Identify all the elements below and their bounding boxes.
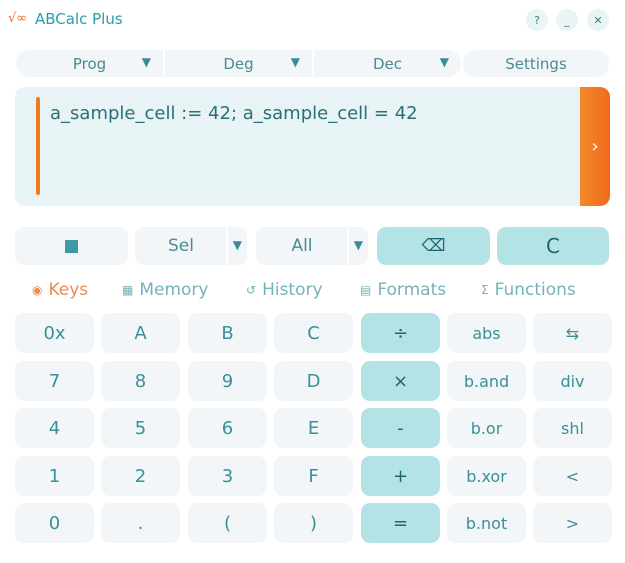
expression-display[interactable]: a_sample_cell := 42; a_sample_cell = 42 … bbox=[15, 87, 610, 206]
backspace-button[interactable]: ⌫ bbox=[377, 227, 490, 265]
key-button[interactable]: > bbox=[533, 503, 612, 543]
app-logo: √∞ bbox=[8, 11, 28, 26]
tab-memory[interactable]: ▦ Memory bbox=[122, 280, 208, 300]
key-button[interactable]: 7 bbox=[15, 361, 94, 401]
key-button[interactable]: A bbox=[101, 313, 180, 353]
all-label: All bbox=[291, 236, 313, 256]
tab-functions[interactable]: Σ Functions bbox=[481, 280, 576, 300]
key-button[interactable]: 2 bbox=[101, 456, 180, 496]
key-button[interactable]: D bbox=[274, 361, 353, 401]
key-button[interactable]: ( bbox=[188, 503, 267, 543]
help-button[interactable]: ? bbox=[526, 9, 548, 31]
angle-dropdown[interactable]: Deg ▼ bbox=[165, 50, 312, 77]
minimize-button[interactable]: _ bbox=[556, 9, 578, 31]
key-button[interactable]: div bbox=[533, 361, 612, 401]
tab-label: Formats bbox=[377, 280, 447, 300]
key-button[interactable]: shl bbox=[533, 408, 612, 448]
key-button[interactable]: ⇆ bbox=[533, 313, 612, 353]
dropdown-arrow-icon: ▼ bbox=[141, 55, 151, 69]
key-button[interactable]: 1 bbox=[15, 456, 94, 496]
key-button[interactable]: ÷ bbox=[361, 313, 440, 353]
key-button[interactable]: b.not bbox=[447, 503, 526, 543]
select-label: Sel bbox=[168, 236, 194, 256]
tab-history[interactable]: ↺ History bbox=[246, 280, 323, 300]
key-button[interactable]: = bbox=[361, 503, 440, 543]
tab-label: Memory bbox=[139, 280, 209, 300]
tab-keys[interactable]: ◉ Keys bbox=[32, 280, 88, 300]
dropdown-arrow-icon: ▼ bbox=[232, 238, 242, 252]
key-button[interactable]: B bbox=[188, 313, 267, 353]
key-button[interactable]: . bbox=[101, 503, 180, 543]
mode-dropdown[interactable]: Prog ▼ bbox=[16, 50, 163, 77]
key-button[interactable]: b.xor bbox=[447, 456, 526, 496]
app-title: ABCalc Plus bbox=[35, 10, 123, 28]
settings-button[interactable]: Settings bbox=[463, 50, 609, 77]
key-button[interactable]: 9 bbox=[188, 361, 267, 401]
base-dropdown[interactable]: Dec ▼ bbox=[314, 50, 461, 77]
key-button[interactable]: × bbox=[361, 361, 440, 401]
tab-label: Functions bbox=[494, 280, 576, 300]
divider bbox=[226, 227, 228, 265]
key-button[interactable]: 4 bbox=[15, 408, 94, 448]
tab-label: Keys bbox=[48, 280, 89, 300]
tab-label: History bbox=[262, 280, 323, 300]
base-label: Dec bbox=[372, 54, 403, 73]
angle-label: Deg bbox=[223, 54, 254, 73]
dropdown-arrow-icon: ▼ bbox=[290, 55, 300, 69]
backspace-icon: ⌫ bbox=[421, 236, 446, 256]
key-button[interactable]: 0 bbox=[15, 503, 94, 543]
memory-icon: ▦ bbox=[122, 283, 134, 297]
history-icon: ↺ bbox=[246, 283, 257, 297]
functions-icon: Σ bbox=[481, 283, 489, 297]
key-button[interactable]: b.and bbox=[447, 361, 526, 401]
keys-icon: ◉ bbox=[32, 283, 43, 297]
tab-formats[interactable]: ▤ Formats bbox=[360, 280, 446, 300]
key-button[interactable]: 8 bbox=[101, 361, 180, 401]
key-button[interactable]: E bbox=[274, 408, 353, 448]
dropdown-arrow-icon: ▼ bbox=[439, 55, 449, 69]
copy-icon: ■ bbox=[63, 236, 80, 256]
evaluate-button[interactable]: › bbox=[580, 87, 610, 206]
copy-button[interactable]: ■ bbox=[15, 227, 128, 265]
key-button[interactable]: b.or bbox=[447, 408, 526, 448]
select-dropdown[interactable]: Sel ▼ bbox=[135, 227, 247, 265]
key-button[interactable]: 3 bbox=[188, 456, 267, 496]
key-button[interactable]: C bbox=[274, 313, 353, 353]
key-button[interactable]: 0x bbox=[15, 313, 94, 353]
key-button[interactable]: ) bbox=[274, 503, 353, 543]
key-button[interactable]: - bbox=[361, 408, 440, 448]
key-button[interactable]: abs bbox=[447, 313, 526, 353]
formats-icon: ▤ bbox=[360, 283, 372, 297]
divider bbox=[347, 227, 349, 265]
mode-label: Prog bbox=[72, 54, 107, 73]
key-button[interactable]: 6 bbox=[188, 408, 267, 448]
key-button[interactable]: 5 bbox=[101, 408, 180, 448]
key-button[interactable]: < bbox=[533, 456, 612, 496]
key-button[interactable]: + bbox=[361, 456, 440, 496]
close-button[interactable]: ✕ bbox=[587, 9, 609, 31]
clear-button[interactable]: C bbox=[497, 227, 609, 265]
dropdown-arrow-icon: ▼ bbox=[353, 238, 363, 252]
key-button[interactable]: F bbox=[274, 456, 353, 496]
all-dropdown[interactable]: All ▼ bbox=[256, 227, 368, 265]
text-cursor bbox=[36, 97, 40, 195]
expression-text[interactable]: a_sample_cell := 42; a_sample_cell = 42 bbox=[50, 103, 418, 124]
